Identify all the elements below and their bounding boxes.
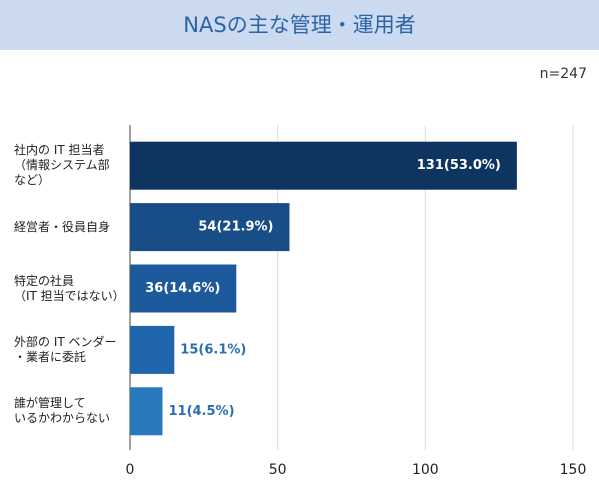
sample-size: n=247 [539,66,587,82]
bar [130,141,517,190]
x-tick-label: 0 [126,462,135,478]
category-label: 誰が管理して いるかわからない [14,396,111,426]
bar [130,264,237,313]
x-tick-label: 50 [269,462,287,478]
bar [130,387,163,436]
value-label: 54(21.9%) [198,220,273,235]
chart-title: NASの主な管理・運用者 [0,0,599,50]
value-label: 131(53.0%) [417,158,501,173]
x-tick-label: 100 [412,462,439,478]
category-label: 外部の IT ベンダー ・業者に委託 [14,334,117,364]
category-label: 特定の社員 （IT 担当ではない） [14,273,125,303]
value-label: 11(4.5%) [168,404,234,419]
value-label: 15(6.1%) [180,342,246,357]
category-label: 社内の IT 担当者 （情報システム部 など） [14,143,110,188]
category-label: 経営者・役員自身 [14,219,111,234]
value-label: 36(14.6%) [145,281,220,296]
x-tick-label: 150 [560,462,587,478]
bar [130,325,175,374]
bar [130,203,290,252]
